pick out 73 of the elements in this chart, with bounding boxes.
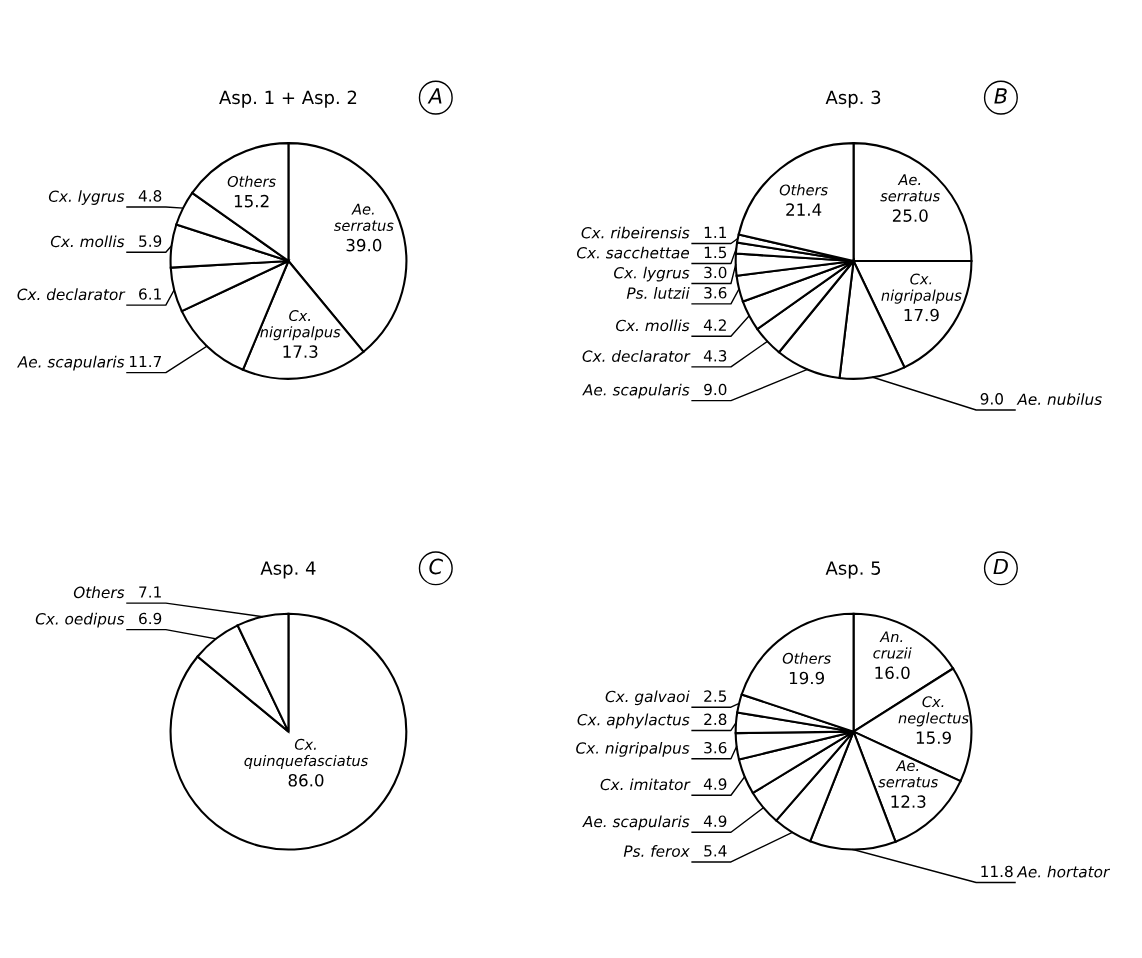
data-label: 5.9 [139, 235, 162, 247]
data-label: 5.4 [704, 845, 727, 857]
slice-label: Cx. oedipus [35, 612, 125, 628]
slice-label: Cx. nigripalpus [881, 273, 962, 304]
chart-title: Asp. 3 [825, 90, 881, 108]
slice-label: Cx. sacchettae [576, 246, 690, 259]
data-label: 4.2 [703, 319, 726, 331]
data-label: 25.0 [892, 209, 928, 222]
data-label: 4.9 [703, 815, 727, 827]
chart-title: Asp. 4 [260, 561, 316, 579]
slice-label: Cx. declarator [582, 350, 691, 362]
slice-label: An. cruzii [873, 631, 912, 659]
slice-label: Ae. hortator [1016, 865, 1111, 878]
data-label: 3.6 [704, 286, 727, 299]
data-label: 17.3 [283, 345, 318, 358]
slice-label: Ae. serratus [880, 174, 940, 202]
data-label: 39.0 [346, 238, 382, 252]
text: B [994, 88, 1007, 104]
data-label: 7.1 [139, 586, 161, 598]
pie-slice [169, 612, 408, 851]
data-label: 15.2 [234, 194, 269, 208]
data-label: 4.3 [703, 350, 727, 362]
slice-label: Cx. quinquefasciatus [244, 738, 368, 769]
slice-label: Others [782, 652, 831, 664]
data-label: 6.1 [139, 288, 161, 300]
data-label: 9.0 [704, 383, 727, 396]
slice-label: Ae. scapularis [582, 383, 690, 399]
data-label: 11.7 [129, 355, 161, 368]
data-label: 12.3 [891, 795, 926, 808]
slice-label: Cx. lygrus [48, 190, 125, 205]
slice-label: Others [227, 175, 276, 187]
slice-label: Cx. mollis [616, 319, 690, 332]
slice-label: Cx. lygrus [614, 266, 690, 282]
data-label: 17.9 [904, 308, 939, 322]
slice-label: Others [73, 586, 125, 599]
slice-label: Cx. mollis [50, 235, 125, 248]
slice-label: Ae. serratus [878, 760, 938, 788]
data-label: 21.4 [786, 203, 822, 216]
text: A [427, 88, 442, 104]
data-label: 11.8 [981, 865, 1013, 878]
slice-label: Cx. imitator [600, 778, 691, 791]
slice-label: Ae. nubilus [1016, 393, 1102, 405]
slice-label: Cx. declarator [17, 288, 126, 301]
slice-label: Cx. aphylactus [577, 713, 690, 729]
data-label: 6.9 [139, 612, 162, 625]
data-label: 2.5 [704, 690, 727, 702]
data-label: 4.8 [138, 190, 162, 202]
data-label: 3.0 [704, 266, 727, 279]
slice-label: Cx. ribeirensis [581, 226, 690, 239]
slice-label: Ps. ferox [623, 845, 690, 857]
slice-label: Cx. neglectus [898, 696, 969, 727]
data-label: 2.8 [704, 713, 727, 726]
slice-label: Ae. serratus [334, 203, 394, 231]
data-label: 1.5 [704, 246, 727, 259]
chart-title: Asp. 1 + Asp. 2 [219, 90, 357, 108]
data-label: 9.0 [980, 393, 1003, 405]
slice-label: Cx. nigripalpus [260, 310, 341, 341]
data-label: 19.9 [789, 671, 825, 685]
slice-label: Others [779, 184, 828, 196]
data-label: 4.9 [703, 778, 727, 790]
data-label: 15.9 [916, 731, 951, 744]
data-label: 16.0 [875, 666, 910, 680]
data-label: 3.6 [704, 741, 727, 754]
slice-label: Ae. scapularis [582, 815, 690, 831]
text: D [993, 558, 1008, 575]
chart-title: Asp. 5 [825, 561, 881, 579]
slice-label: Cx. nigripalpus [576, 742, 690, 757]
data-label: 1.1 [704, 226, 727, 238]
data-label: 86.0 [288, 774, 324, 787]
legend-label: Ps. lutzii [626, 287, 690, 299]
text: C [429, 558, 443, 575]
slice-label: Ae. scapularis [17, 355, 125, 371]
slice-label: Cx. galvaoi [605, 690, 690, 706]
